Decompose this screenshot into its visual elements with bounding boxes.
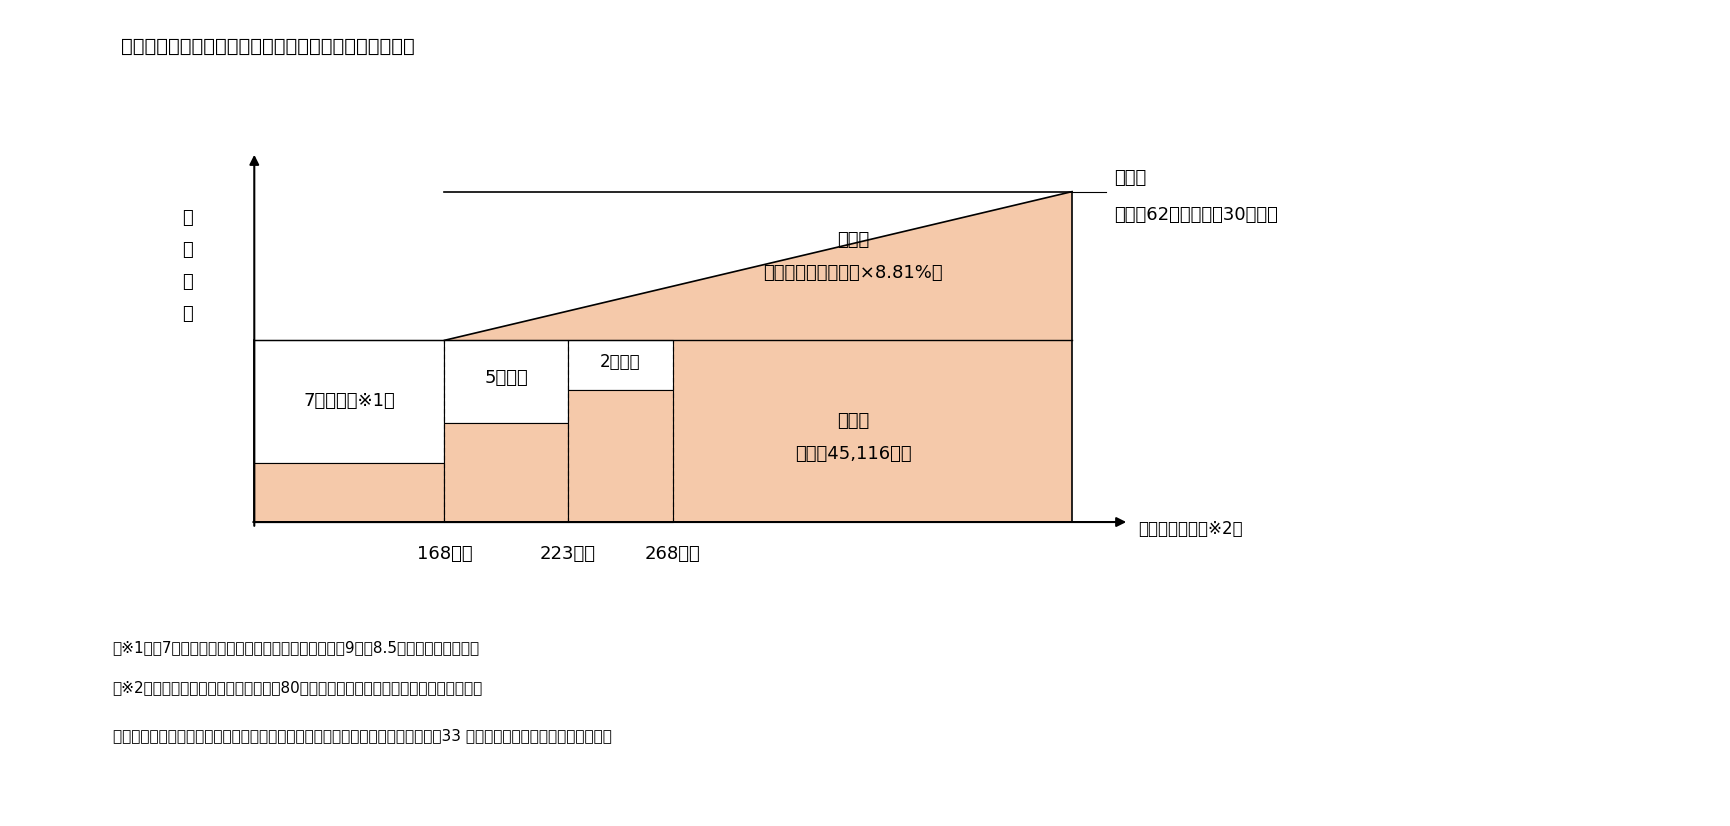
Text: 223万円: 223万円 bbox=[540, 545, 595, 563]
Bar bbox=[567, 390, 673, 522]
Text: （旧ただし書き所得×8.81%）: （旧ただし書き所得×8.81%） bbox=[763, 263, 943, 282]
Text: 所得割: 所得割 bbox=[837, 230, 868, 249]
Text: 7割軽減（※1）: 7割軽減（※1） bbox=[303, 392, 394, 411]
Bar bbox=[445, 340, 567, 423]
Text: 168万円: 168万円 bbox=[417, 545, 472, 563]
Text: （※1）　7割軽減の対象者には、更に国費を投入し、9割、8.5割軽減としている。: （※1） 7割軽減の対象者には、更に国費を投入し、9割、8.5割軽減としている。 bbox=[112, 640, 479, 655]
Text: 5割軽減: 5割軽減 bbox=[484, 369, 528, 387]
Text: 年額62万円（平成30年度）: 年額62万円（平成30年度） bbox=[1112, 206, 1277, 224]
Text: 268万円: 268万円 bbox=[644, 545, 701, 563]
Text: （筆者注）図表中の、「旧ただし書き所得」とは、総所得金額等から基礎控除（33 万円）を差し引いた額となります。: （筆者注）図表中の、「旧ただし書き所得」とは、総所得金額等から基礎控除（33 万… bbox=[112, 728, 611, 743]
Text: 限度額: 限度額 bbox=[1112, 169, 1145, 188]
Bar bbox=[445, 423, 567, 522]
Text: 保
険
料
額: 保 険 料 額 bbox=[182, 209, 194, 323]
Text: （年額45,116円）: （年額45,116円） bbox=[794, 445, 912, 463]
Bar bbox=[567, 340, 673, 390]
Text: 2割軽減: 2割軽減 bbox=[600, 353, 640, 371]
Polygon shape bbox=[254, 192, 1071, 522]
Bar bbox=[254, 463, 445, 522]
Bar bbox=[254, 340, 445, 463]
Text: 後期高齢者医療の保険料額（厚生労働省の資料による）: 後期高齢者医療の保険料額（厚生労働省の資料による） bbox=[121, 37, 415, 56]
Text: 夫の年金収入（※2）: 夫の年金収入（※2） bbox=[1138, 520, 1242, 538]
Text: （※2）　夫婦二人世帯で妻の年金収入80万円以下の場合における、夫の年金収入額。: （※2） 夫婦二人世帯で妻の年金収入80万円以下の場合における、夫の年金収入額。 bbox=[112, 680, 483, 695]
Text: 均等割: 均等割 bbox=[837, 412, 868, 430]
